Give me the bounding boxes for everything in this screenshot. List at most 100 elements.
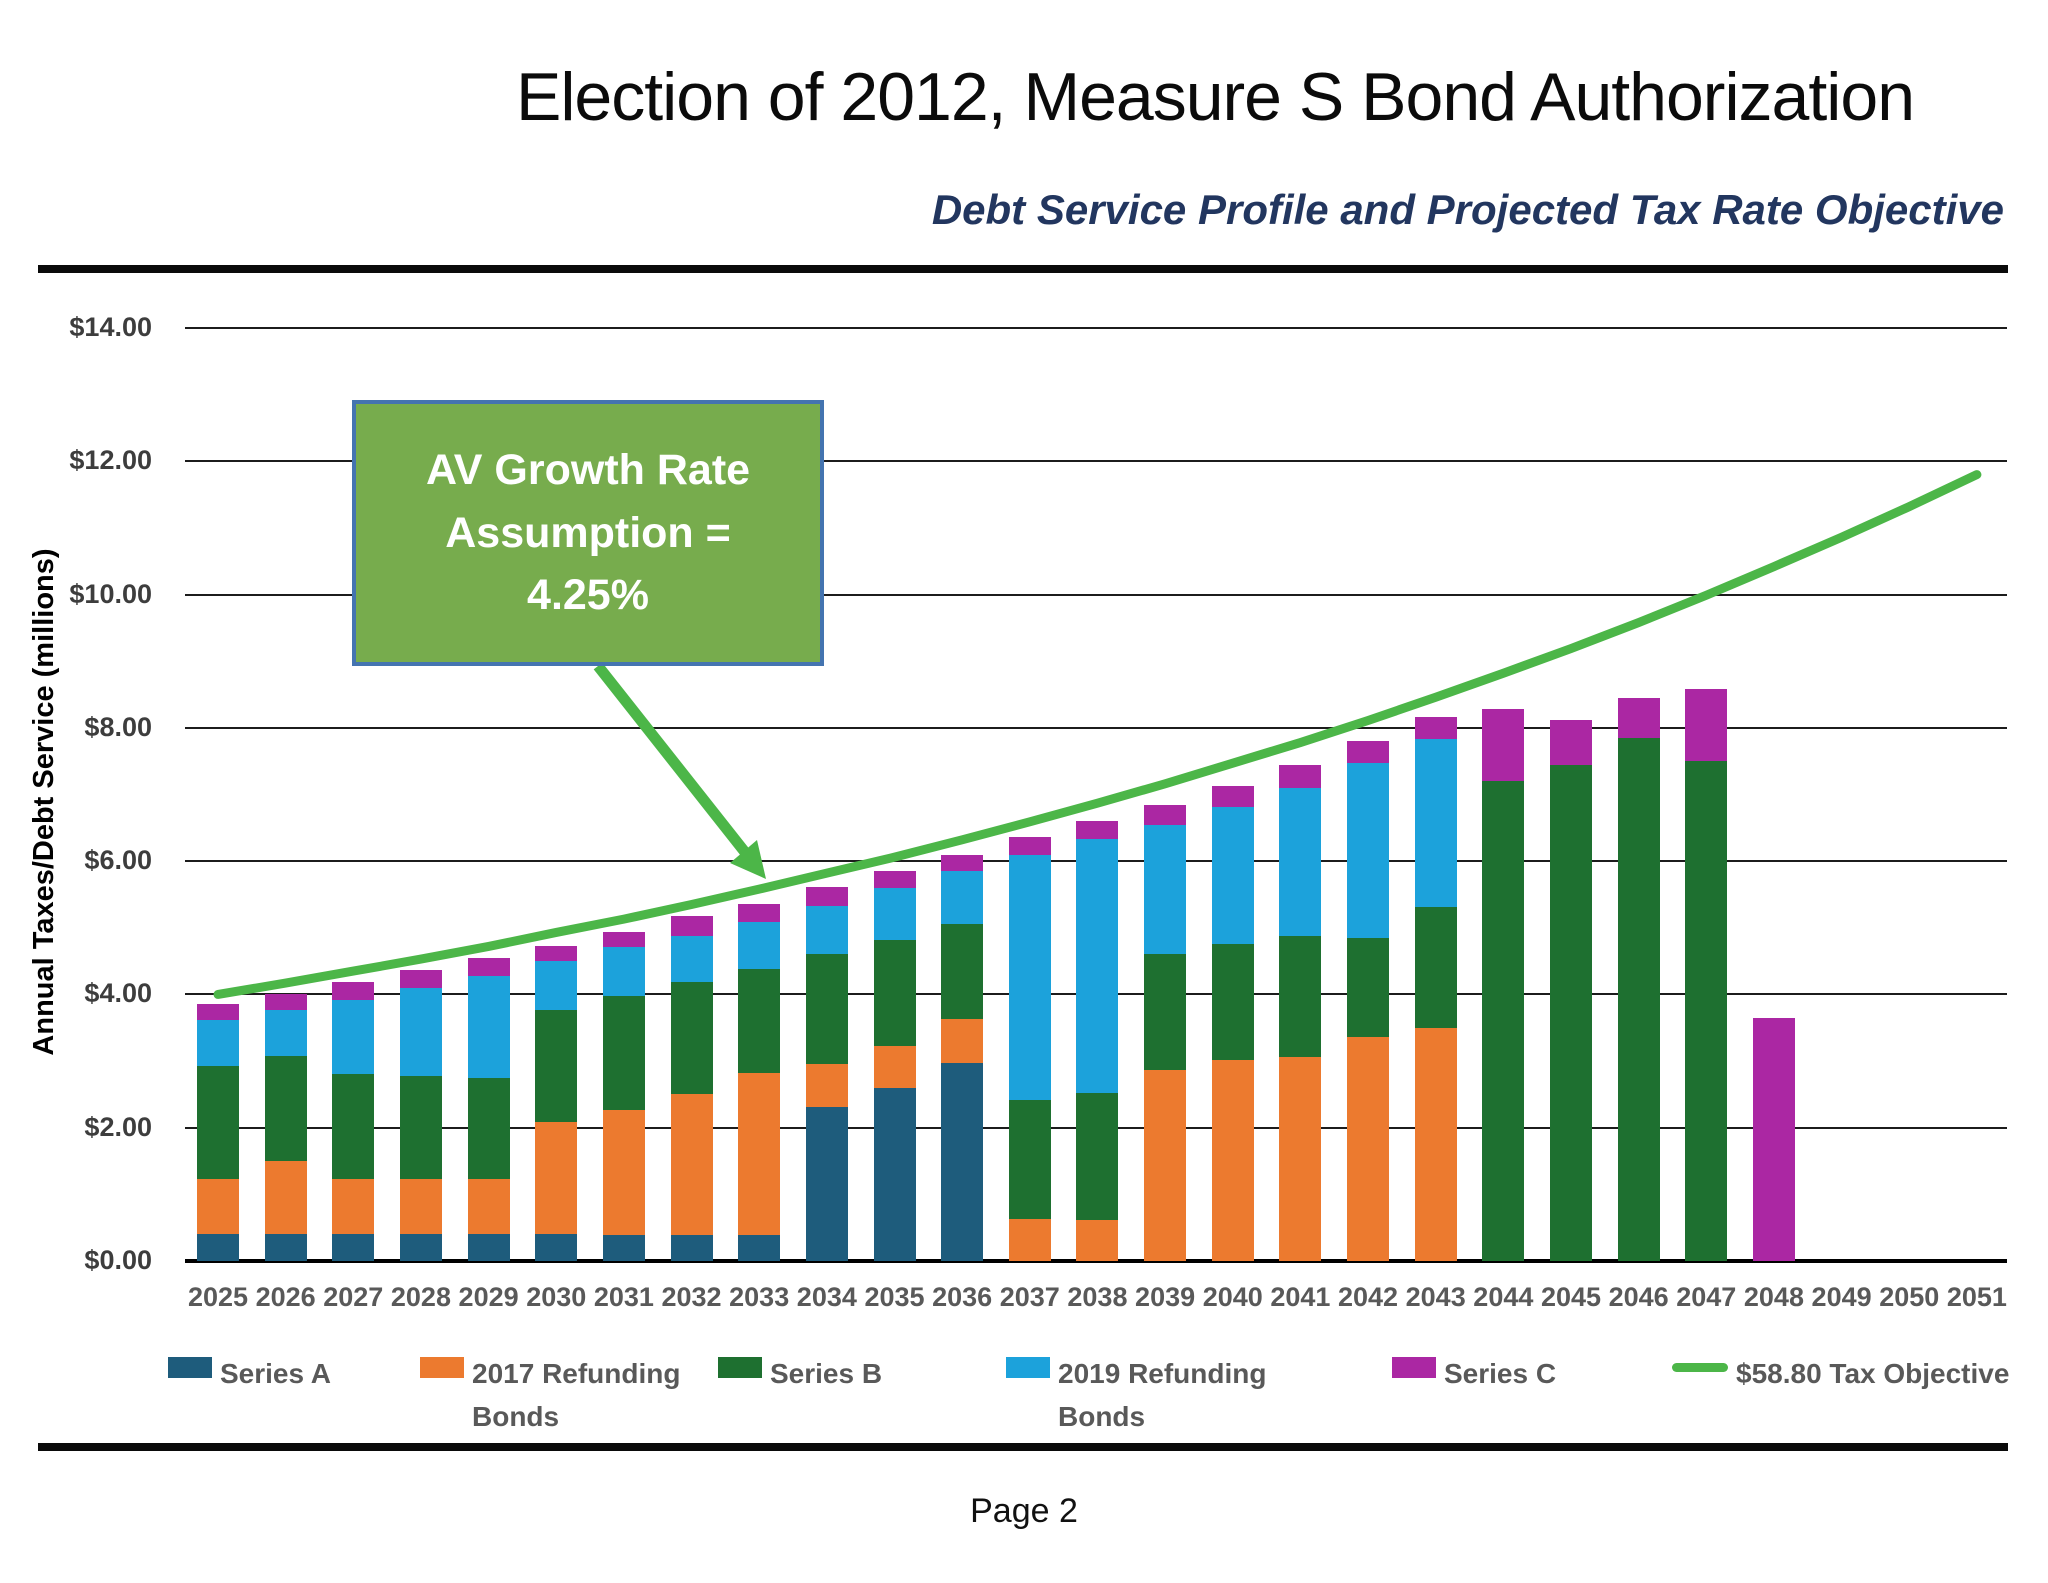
bar-segment-2017-refunding-bonds (535, 1121, 578, 1234)
bar-segment-series-b (670, 982, 713, 1094)
bar-segment-series-c (399, 970, 442, 988)
legend-item-series-b: Series B (718, 1352, 882, 1395)
bar-segment-2017-refunding-bonds (1414, 1027, 1457, 1261)
bar-segment-series-b (873, 940, 916, 1047)
gridline (185, 726, 2007, 729)
bar-segment-2017-refunding-bonds (1008, 1219, 1051, 1261)
bar-segment-series-a (399, 1233, 442, 1261)
bar-segment-series-b (399, 1076, 442, 1180)
chart-legend: Series A 2017 Refunding Bonds Series B 2019… (0, 1352, 2048, 1442)
bar-segment-2019-refunding-bonds (332, 1000, 375, 1075)
legend-color-swatch (1006, 1357, 1050, 1378)
x-tick-label: 2026 (255, 1282, 316, 1312)
x-tick-label: 2051 (1946, 1282, 2007, 1312)
legend-label: Series C (1444, 1358, 1557, 1389)
top-divider (38, 265, 2008, 273)
bottom-divider (38, 1443, 2008, 1451)
y-tick-label: $10.00 (69, 578, 152, 609)
bar-segment-2019-refunding-bonds (941, 871, 984, 925)
page-subtitle: Debt Service Profile and Projected Tax R… (931, 186, 2004, 233)
bar-segment-series-a (264, 1233, 307, 1261)
x-tick-label: 2043 (1405, 1282, 1466, 1312)
legend-color-swatch (420, 1357, 464, 1378)
bar-segment-series-b (805, 953, 848, 1064)
bar-segment-2017-refunding-bonds (332, 1179, 375, 1234)
bar-segment-series-a (332, 1233, 375, 1261)
y-tick-label: $14.00 (69, 312, 152, 342)
bar-segment-series-c (1347, 740, 1390, 763)
bar-segment-series-c (1008, 837, 1051, 856)
bar-segment-series-c (602, 931, 645, 948)
bar-segment-2017-refunding-bonds (873, 1046, 916, 1088)
legend-label: $58.80 Tax Objective (1736, 1358, 2010, 1389)
bar-segment-2017-refunding-bonds (264, 1161, 307, 1234)
bar-segment-2019-refunding-bonds (264, 1010, 307, 1056)
x-tick-label: 2046 (1608, 1282, 1669, 1312)
bar-segment-series-c (467, 958, 510, 977)
bar-segment-series-c (1685, 689, 1728, 762)
bar-segment-series-b (1414, 907, 1457, 1028)
legend-label: Series B (770, 1358, 883, 1389)
gridline (185, 460, 2007, 463)
bar-segment-2019-refunding-bonds (1279, 787, 1322, 936)
x-tick-label: 2038 (1067, 1282, 1128, 1312)
bar-segment-2017-refunding-bonds (1144, 1070, 1187, 1261)
bar-segment-series-b (467, 1078, 510, 1180)
bar-segment-2019-refunding-bonds (873, 888, 916, 941)
x-tick-label: 2036 (932, 1282, 993, 1312)
bar-segment-series-a (873, 1087, 916, 1261)
bar-segment-series-c (1482, 708, 1525, 782)
bar-segment-2019-refunding-bonds (1076, 839, 1119, 1094)
bar-segment-2019-refunding-bonds (738, 922, 781, 970)
bar-segment-2017-refunding-bonds (197, 1179, 239, 1234)
y-tick-label: $6.00 (84, 845, 152, 876)
bar-segment-2017-refunding-bonds (1076, 1220, 1119, 1261)
bar-segment-series-c (535, 945, 578, 962)
bar-segment-series-b (1685, 761, 1728, 1261)
bar-segment-series-c (1617, 697, 1660, 738)
bar-segment-series-b (941, 924, 984, 1020)
x-tick-label: 2039 (1135, 1282, 1196, 1312)
y-tick-label: $0.00 (84, 1245, 152, 1275)
x-tick-label: 2047 (1676, 1282, 1737, 1312)
bar-segment-series-c (1752, 1017, 1795, 1261)
bar-segment-series-c (873, 871, 916, 889)
bar-segment-series-b (1211, 943, 1254, 1060)
bar-segment-series-b (1008, 1099, 1051, 1220)
bar-segment-2019-refunding-bonds (535, 961, 578, 1011)
bar-segment-series-b (738, 969, 781, 1074)
bar-segment-series-b (1347, 937, 1390, 1038)
bar-segment-2019-refunding-bonds (1211, 806, 1254, 944)
bar-segment-2019-refunding-bonds (670, 935, 713, 983)
bar-segment-series-a (197, 1233, 239, 1261)
y-tick-label: $12.00 (69, 445, 152, 476)
bar-segment-series-a (467, 1233, 510, 1261)
bar-segment-series-b (535, 1010, 578, 1122)
x-tick-label: 2030 (526, 1282, 587, 1312)
y-tick-label: $8.00 (84, 711, 152, 742)
bar-segment-series-c (264, 993, 307, 1011)
bar-segment-series-c (738, 904, 781, 923)
bar-segment-series-a (805, 1107, 848, 1261)
bar-segment-series-b (264, 1055, 307, 1162)
x-tick-label: 2035 (864, 1282, 925, 1312)
page-title: Election of 2012, Measure S Bond Authori… (515, 59, 1915, 135)
legend-label: 2017 Refunding Bonds (472, 1358, 681, 1433)
bar-segment-2019-refunding-bonds (1347, 762, 1390, 938)
legend-color-swatch (718, 1357, 762, 1378)
bar-segment-2019-refunding-bonds (467, 976, 510, 1079)
legend-line-swatch (1672, 1363, 1728, 1372)
bar-segment-series-c (197, 1003, 239, 1021)
x-axis-line (185, 1259, 2007, 1263)
bar-segment-2019-refunding-bonds (1008, 855, 1051, 1100)
y-tick-label: $4.00 (84, 978, 152, 1009)
bar-segment-series-b (1482, 781, 1525, 1261)
x-tick-label: 2033 (729, 1282, 790, 1312)
x-tick-label: 2034 (796, 1282, 857, 1312)
x-tick-label: 2041 (1270, 1282, 1331, 1312)
legend-item--58-80-tax-objective: $58.80 Tax Objective (1672, 1352, 2009, 1395)
bar-segment-2017-refunding-bonds (1279, 1057, 1322, 1261)
legend-color-swatch (1392, 1357, 1436, 1378)
bar-segment-2017-refunding-bonds (941, 1019, 984, 1064)
